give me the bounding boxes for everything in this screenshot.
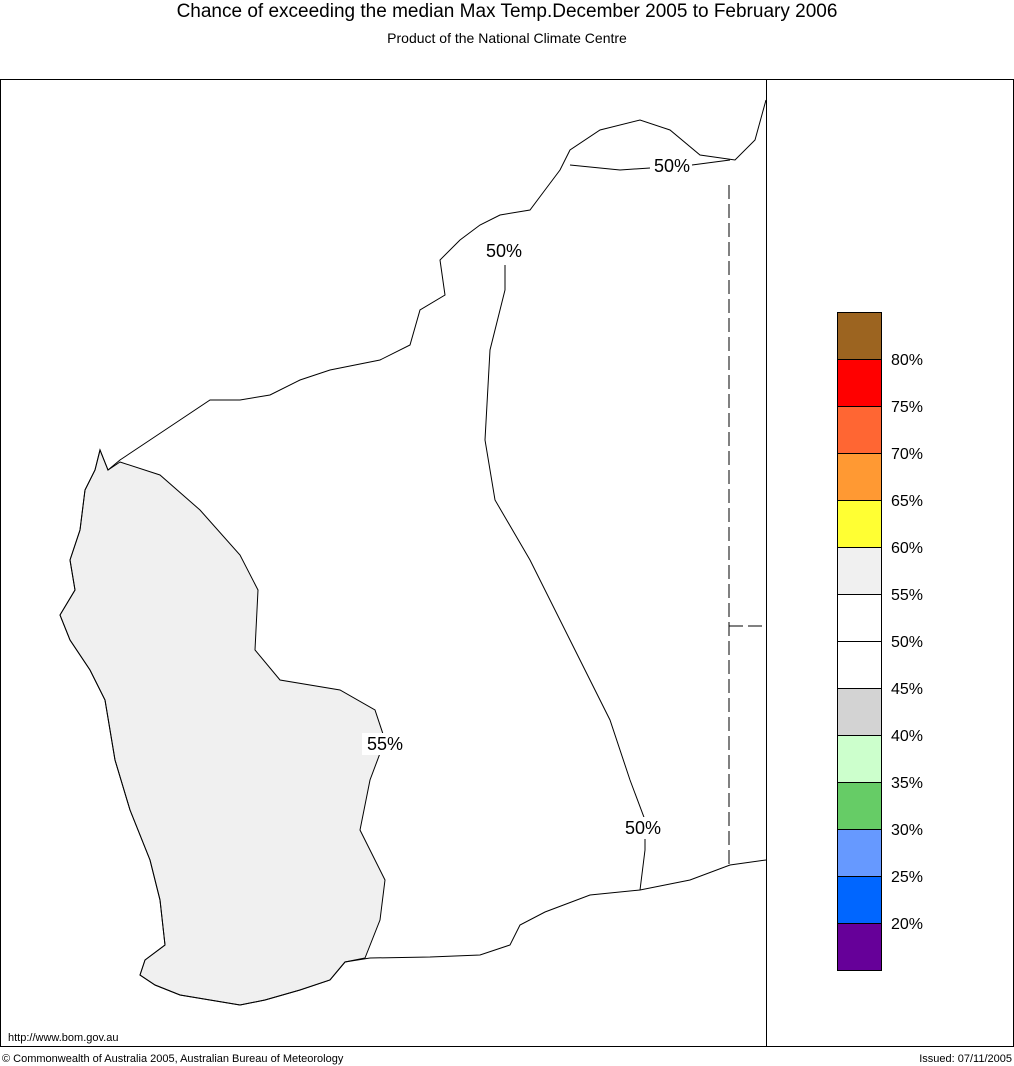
legend-swatch (837, 782, 882, 830)
legend-swatch (837, 735, 882, 783)
legend-swatch (837, 500, 882, 548)
contour-50 (569, 164, 651, 171)
legend: 80% 75% 70% 65% 60% 55% 50% 45% 40% 35% 30% 25% 20% (837, 312, 923, 971)
legend-swatch (837, 453, 882, 501)
contour-label: 50% (486, 241, 522, 261)
legend-swatch (837, 641, 882, 689)
subtitle: Product of the National Climate Centre (387, 30, 627, 46)
legend-swatch (837, 688, 882, 736)
copyright: © Commonwealth of Australia 2005, Austra… (2, 1053, 344, 1065)
legend-swatch (837, 547, 882, 595)
legend-swatch (837, 876, 882, 924)
contour-label: 55% (367, 734, 403, 754)
legend-label: 65% (891, 493, 923, 510)
map: 50% 50% 55% 50% (59, 99, 767, 1006)
legend-label: 30% (891, 822, 923, 839)
url: http://www.bom.gov.au (8, 1032, 118, 1044)
legend-swatch (837, 406, 882, 454)
legend-label: 75% (891, 399, 923, 416)
coastline (59, 99, 767, 1006)
legend-label: 40% (891, 728, 923, 745)
legend-label: 80% (891, 352, 923, 369)
legend-label: 70% (891, 446, 923, 463)
legend-swatch (837, 829, 882, 877)
region-55 (59, 448, 386, 1006)
legend-label: 45% (891, 681, 923, 698)
legend-label: 55% (891, 587, 923, 604)
legend-label: 25% (891, 869, 923, 886)
legend-swatch (837, 594, 882, 642)
contour-label: 50% (625, 818, 661, 838)
legend-label: 50% (891, 634, 923, 651)
contour-label: 50% (654, 156, 690, 176)
legend-label: 60% (891, 540, 923, 557)
label-bg (362, 733, 408, 755)
issued: Issued: 07/11/2005 (919, 1053, 1012, 1065)
contour-50 (691, 159, 731, 166)
label-bg (620, 817, 666, 839)
contour-50 (484, 265, 646, 891)
title: Chance of exceeding the median Max Temp.… (177, 1, 838, 22)
legend-swatch (837, 923, 882, 971)
legend-swatch (837, 359, 882, 407)
legend-label: 35% (891, 775, 923, 792)
legend-swatch (837, 312, 882, 360)
legend-label: 20% (891, 916, 923, 933)
